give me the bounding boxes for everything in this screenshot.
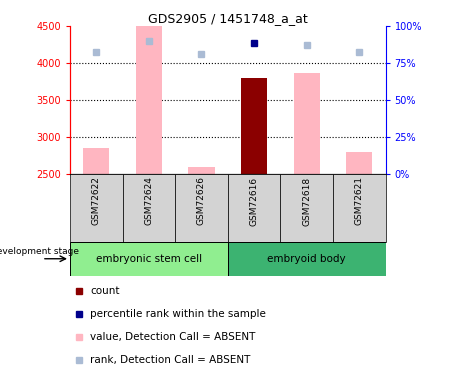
Bar xyxy=(189,167,215,174)
Bar xyxy=(83,148,110,174)
Bar xyxy=(281,174,333,242)
Bar xyxy=(70,242,228,276)
Bar xyxy=(123,174,175,242)
Text: GSM72626: GSM72626 xyxy=(197,176,206,225)
Bar xyxy=(346,152,373,174)
Text: value, Detection Call = ABSENT: value, Detection Call = ABSENT xyxy=(90,332,256,342)
Bar xyxy=(70,174,123,242)
Bar xyxy=(228,174,281,242)
Text: GSM72621: GSM72621 xyxy=(355,176,364,225)
Text: development stage: development stage xyxy=(0,248,79,256)
Bar xyxy=(175,174,228,242)
Text: embryoid body: embryoid body xyxy=(267,254,346,264)
Text: GSM72624: GSM72624 xyxy=(144,176,153,225)
Bar xyxy=(136,26,162,174)
Bar xyxy=(241,78,267,174)
Text: rank, Detection Call = ABSENT: rank, Detection Call = ABSENT xyxy=(90,355,251,365)
Text: percentile rank within the sample: percentile rank within the sample xyxy=(90,309,266,319)
Bar xyxy=(333,174,386,242)
Text: count: count xyxy=(90,286,120,296)
Text: embryonic stem cell: embryonic stem cell xyxy=(96,254,202,264)
Text: GSM72618: GSM72618 xyxy=(302,176,311,225)
Bar xyxy=(228,242,386,276)
Text: GSM72616: GSM72616 xyxy=(249,176,258,225)
Text: GSM72622: GSM72622 xyxy=(92,176,101,225)
Bar xyxy=(294,73,320,174)
Title: GDS2905 / 1451748_a_at: GDS2905 / 1451748_a_at xyxy=(148,12,308,25)
